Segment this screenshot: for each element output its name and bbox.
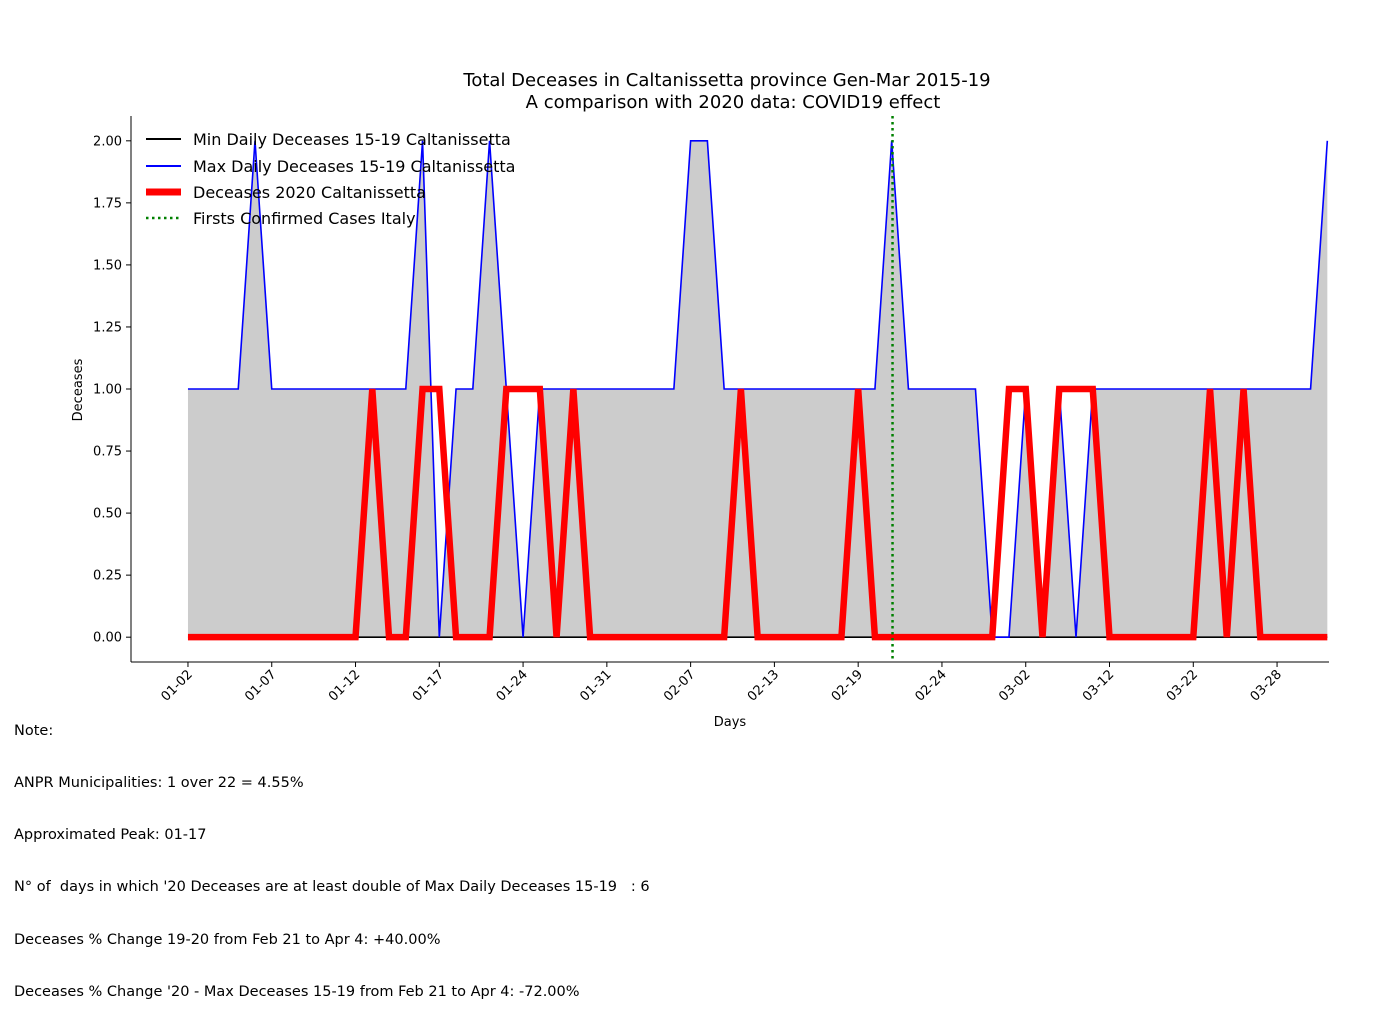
y-tick-label: 2.00	[93, 134, 122, 149]
x-tick-label: 03-12	[1080, 667, 1117, 704]
y-tick-label: 1.50	[93, 258, 122, 273]
plot-area	[187, 116, 1329, 662]
note-line: ANPR Municipalities: 1 over 22 = 4.55%	[14, 775, 304, 792]
chart: Total Deceases in Caltanissetta province…	[71, 70, 1329, 730]
note-line: N° of days in which '20 Deceases are at …	[14, 879, 650, 896]
y-tick-label: 0.25	[93, 569, 122, 584]
y-tick-label: 1.25	[93, 320, 122, 335]
x-tick-label: 03-02	[996, 667, 1033, 704]
legend: Min Daily Deceases 15-19 Caltanissetta M…	[146, 130, 515, 228]
y-tick-label: 0.75	[93, 445, 122, 460]
legend-label-first-cases: Firsts Confirmed Cases Italy	[193, 209, 416, 228]
series-line-2020	[187, 385, 1328, 641]
series-line-max	[187, 140, 1329, 638]
y-tick-label: 0.00	[93, 631, 122, 646]
x-tick-label: 02-19	[829, 667, 866, 704]
note-line: Note:	[14, 722, 54, 739]
note-line: Deceases % Change '20 - Max Deceases 15-…	[14, 983, 580, 1000]
y-tick-label: 0.50	[93, 507, 122, 522]
legend-label-max: Max Daily Deceases 15-19 Caltanissetta	[193, 157, 515, 176]
chart-title: Total Deceases in Caltanissetta province…	[462, 70, 990, 91]
note-line: Approximated Peak: 01-17	[14, 827, 207, 844]
y-axis-label: Deceases	[71, 358, 86, 421]
chart-subtitle: A comparison with 2020 data: COVID19 eff…	[526, 92, 941, 113]
x-tick-label: 02-24	[912, 667, 949, 704]
y-tick-label: 1.75	[93, 196, 122, 211]
y-tick-label: 1.00	[93, 383, 122, 398]
note-line: Deceases % Change 19-20 from Feb 21 to A…	[14, 931, 441, 948]
x-axis-label: Days	[714, 715, 747, 730]
x-tick-label: 02-13	[745, 667, 782, 704]
x-tick-label: 03-28	[1248, 667, 1285, 704]
legend-label-2020: Deceases 2020 Caltanissetta	[193, 183, 426, 202]
notes-block: Note: ANPR Municipalities: 1 over 22 = 4…	[14, 688, 650, 1019]
x-tick-label: 03-22	[1164, 667, 1201, 704]
x-tick-label: 02-07	[661, 667, 698, 704]
legend-label-min: Min Daily Deceases 15-19 Caltanissetta	[193, 130, 511, 149]
